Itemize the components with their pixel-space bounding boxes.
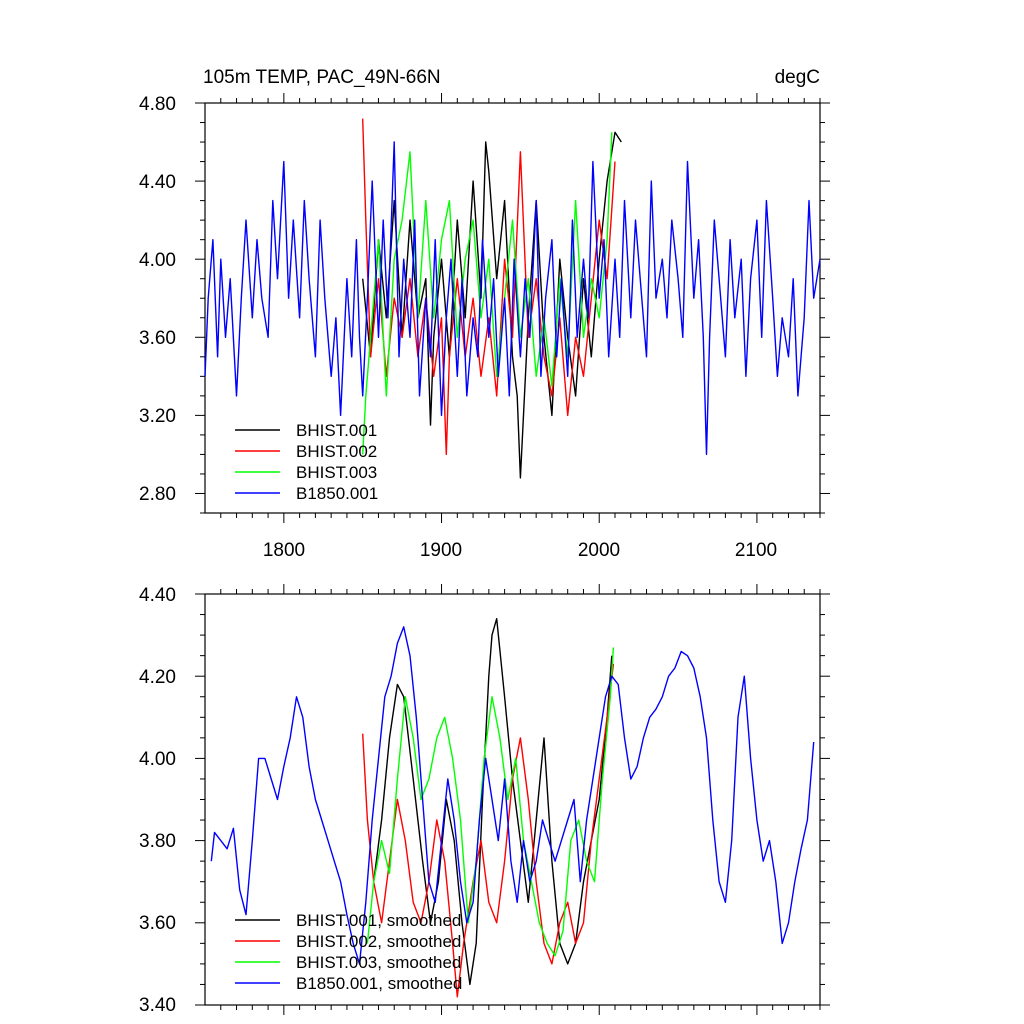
y-tick-label: 3.80 xyxy=(139,831,176,852)
series-group-top xyxy=(204,118,821,479)
series-line-bhist-001 xyxy=(362,131,622,479)
y-tick-label: 4.40 xyxy=(139,585,176,606)
y-tick-label: 2.80 xyxy=(139,484,176,505)
y-tick-label: 4.00 xyxy=(139,250,176,271)
legend-label: BHIST.002 xyxy=(296,442,377,461)
y-tick-label: 3.60 xyxy=(139,328,176,349)
legend-top: BHIST.001 BHIST.002 BHIST.003 B1850.001 xyxy=(235,421,378,503)
legend-label: B1850.001, smoothed xyxy=(296,974,462,993)
y-axis-top: 4.80 4.40 4.00 3.60 3.20 2.80 xyxy=(139,94,176,505)
series-line-bhist-002-smoothed xyxy=(362,663,615,998)
series-line-b1850-001-smoothed xyxy=(210,626,815,965)
axis-ticks-top xyxy=(195,93,830,523)
x-tick-label: 1800 xyxy=(263,540,305,561)
axis-ticks-bottom xyxy=(195,584,830,1015)
legend-bottom: BHIST.001, smoothed BHIST.002, smoothed … xyxy=(235,911,462,993)
plot-frame-top xyxy=(204,102,821,514)
top-panel: 105m TEMP, PAC_49N-66N degC 4.80 4.40 4.… xyxy=(139,67,830,561)
x-tick-label: 1900 xyxy=(420,540,462,561)
x-tick-label: 2000 xyxy=(578,540,620,561)
units-label: degC xyxy=(775,67,820,88)
series-line-b1850-001 xyxy=(204,141,821,456)
y-tick-label: 4.40 xyxy=(139,172,176,193)
bottom-panel: 4.40 4.20 4.00 3.80 3.60 3.40 BHIST.001,… xyxy=(139,584,830,1016)
x-tick-label: 2100 xyxy=(735,540,777,561)
series-line-bhist-003 xyxy=(362,132,613,455)
series-line-bhist-001-smoothed xyxy=(373,618,613,986)
chart-title: 105m TEMP, PAC_49N-66N xyxy=(203,67,441,88)
legend-label: BHIST.003, smoothed xyxy=(296,953,461,972)
series-line-bhist-002 xyxy=(362,118,616,456)
y-tick-label: 3.40 xyxy=(139,995,176,1016)
series-group-bottom xyxy=(210,618,815,998)
y-tick-label: 3.60 xyxy=(139,913,176,934)
legend-label: BHIST.001 xyxy=(296,421,377,440)
y-tick-label: 3.20 xyxy=(139,406,176,427)
legend-label: BHIST.002, smoothed xyxy=(296,932,461,951)
legend-label: B1850.001 xyxy=(296,484,378,503)
y-tick-label: 4.20 xyxy=(139,667,176,688)
legend-label: BHIST.003 xyxy=(296,463,377,482)
series-line-bhist-003-smoothed xyxy=(366,647,615,957)
y-tick-label: 4.80 xyxy=(139,94,176,115)
y-axis-bottom: 4.40 4.20 4.00 3.80 3.60 3.40 xyxy=(139,585,176,1016)
y-tick-label: 4.00 xyxy=(139,749,176,770)
legend-label: BHIST.001, smoothed xyxy=(296,911,461,930)
x-axis-top: 1800 1900 2000 2100 xyxy=(263,540,777,561)
